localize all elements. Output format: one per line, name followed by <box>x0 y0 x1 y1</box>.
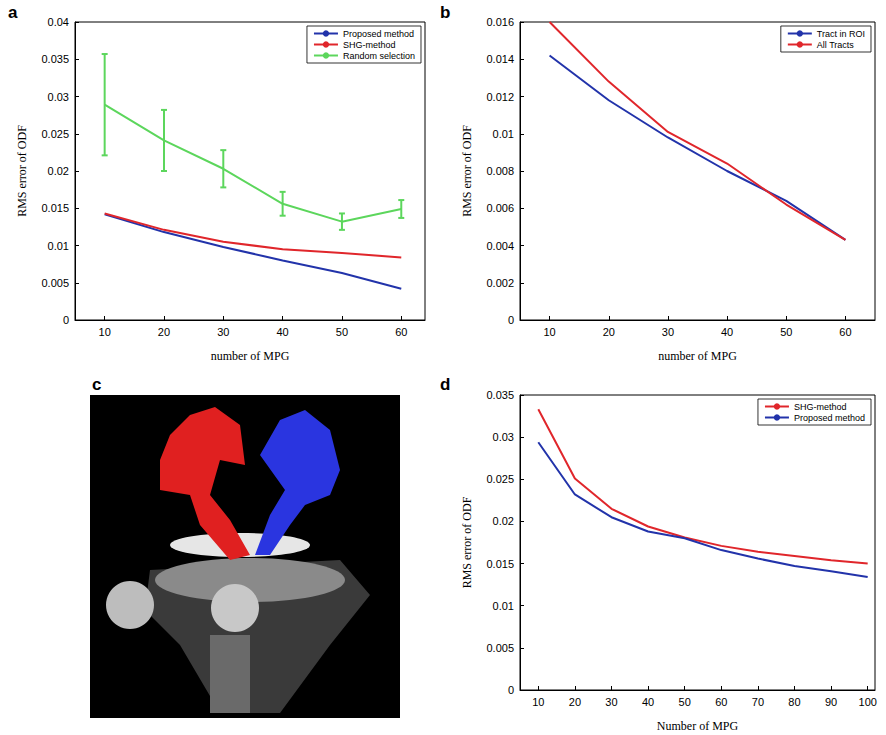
svg-text:number of MPG: number of MPG <box>211 349 290 363</box>
svg-text:SHG-method: SHG-method <box>343 40 396 50</box>
svg-text:RMS error of ODF: RMS error of ODF <box>460 125 474 217</box>
svg-text:0: 0 <box>508 684 514 696</box>
svg-text:60: 60 <box>715 696 727 708</box>
svg-text:0.025: 0.025 <box>41 128 69 140</box>
svg-text:0.01: 0.01 <box>493 600 514 612</box>
svg-text:number of MPG: number of MPG <box>658 349 737 363</box>
svg-text:40: 40 <box>642 696 654 708</box>
svg-text:90: 90 <box>825 696 837 708</box>
svg-text:Number of MPG: Number of MPG <box>657 719 739 733</box>
svg-text:70: 70 <box>752 696 764 708</box>
svg-text:SHG-method: SHG-method <box>794 402 847 412</box>
svg-text:0.01: 0.01 <box>48 240 69 252</box>
svg-text:0.02: 0.02 <box>493 515 514 527</box>
svg-text:0.016: 0.016 <box>486 16 514 28</box>
svg-text:0.035: 0.035 <box>41 53 69 65</box>
svg-text:Proposed method: Proposed method <box>343 29 414 39</box>
svg-text:0: 0 <box>508 314 514 326</box>
svg-text:RMS error of ODF: RMS error of ODF <box>460 496 474 588</box>
svg-text:50: 50 <box>780 326 792 338</box>
svg-text:0.03: 0.03 <box>493 431 514 443</box>
svg-text:0.025: 0.025 <box>486 473 514 485</box>
svg-text:Tract in ROI: Tract in ROI <box>817 29 865 39</box>
svg-text:RMS error of ODF: RMS error of ODF <box>15 125 29 217</box>
svg-text:0: 0 <box>63 314 69 326</box>
svg-text:d: d <box>440 375 450 394</box>
svg-text:0.03: 0.03 <box>48 91 69 103</box>
svg-text:30: 30 <box>605 696 617 708</box>
svg-text:0.002: 0.002 <box>486 277 514 289</box>
svg-text:0.005: 0.005 <box>41 277 69 289</box>
svg-text:20: 20 <box>569 696 581 708</box>
svg-text:0.02: 0.02 <box>48 165 69 177</box>
svg-text:0.015: 0.015 <box>41 202 69 214</box>
svg-text:Proposed method: Proposed method <box>794 413 865 423</box>
svg-text:100: 100 <box>859 696 877 708</box>
svg-text:0.008: 0.008 <box>486 165 514 177</box>
svg-text:50: 50 <box>679 696 691 708</box>
svg-text:Random selection: Random selection <box>343 51 415 61</box>
svg-text:10: 10 <box>532 696 544 708</box>
svg-text:0.014: 0.014 <box>486 53 514 65</box>
svg-text:0.005: 0.005 <box>486 642 514 654</box>
svg-text:c: c <box>92 375 101 394</box>
svg-text:60: 60 <box>839 326 851 338</box>
svg-text:30: 30 <box>662 326 674 338</box>
svg-text:b: b <box>440 3 450 22</box>
svg-text:40: 40 <box>277 326 289 338</box>
svg-text:20: 20 <box>603 326 615 338</box>
svg-text:0.015: 0.015 <box>486 558 514 570</box>
svg-text:0.01: 0.01 <box>493 128 514 140</box>
svg-text:0.012: 0.012 <box>486 91 514 103</box>
svg-text:60: 60 <box>395 326 407 338</box>
svg-text:80: 80 <box>788 696 800 708</box>
svg-text:20: 20 <box>158 326 170 338</box>
svg-text:0.004: 0.004 <box>486 240 514 252</box>
svg-text:0.04: 0.04 <box>48 16 69 28</box>
svg-text:All Tracts: All Tracts <box>817 40 855 50</box>
svg-text:0.006: 0.006 <box>486 202 514 214</box>
svg-text:10: 10 <box>99 326 111 338</box>
svg-text:10: 10 <box>543 326 555 338</box>
svg-text:a: a <box>8 3 18 22</box>
svg-text:30: 30 <box>217 326 229 338</box>
svg-text:40: 40 <box>721 326 733 338</box>
svg-text:50: 50 <box>336 326 348 338</box>
svg-text:0.035: 0.035 <box>486 389 514 401</box>
